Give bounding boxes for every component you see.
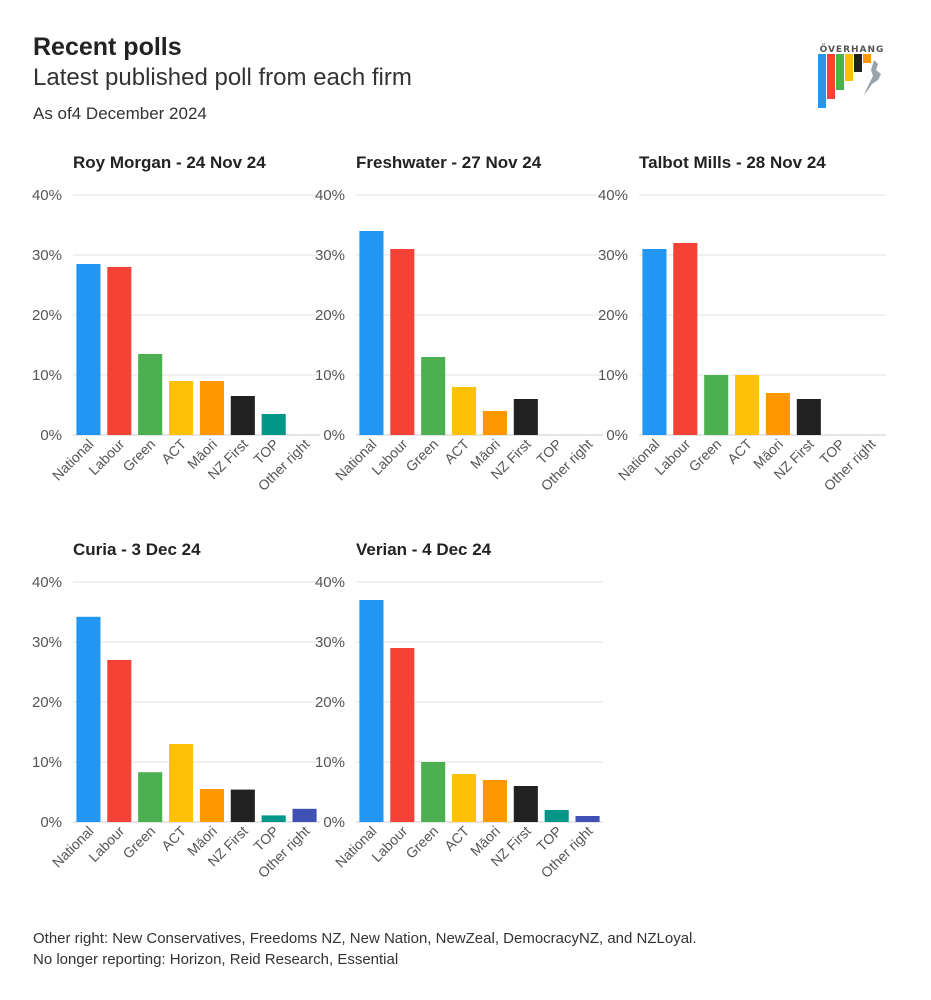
x-tick-label: Green: [685, 436, 724, 475]
bar-national: [359, 231, 384, 435]
chart-title: Freshwater - 27 Nov 24: [356, 153, 542, 172]
x-tick-label: Green: [119, 436, 158, 475]
bar-nz-first: [513, 399, 538, 435]
bar-nz-first: [796, 399, 821, 435]
chart-title: Talbot Mills - 28 Nov 24: [639, 153, 826, 172]
bar-nz-first: [230, 396, 255, 435]
page-title: Recent polls: [33, 33, 182, 61]
y-tick-label: 0%: [40, 427, 62, 444]
y-tick-label: 30%: [315, 247, 345, 264]
bar-green: [138, 772, 163, 822]
chart-title: Curia - 3 Dec 24: [73, 540, 201, 559]
bar-nz-first: [230, 789, 255, 822]
bar-m-ori: [199, 789, 224, 822]
y-tick-label: 30%: [32, 247, 62, 264]
x-tick-label: Green: [402, 823, 441, 862]
y-tick-label: 30%: [32, 634, 62, 651]
bar-top: [261, 414, 286, 435]
footer-notes: Other right: New Conservatives, Freedoms…: [33, 928, 697, 970]
bar-green: [704, 375, 729, 435]
x-tick-label: Labour: [85, 823, 127, 865]
y-tick-label: 0%: [323, 427, 345, 444]
as-of-date: As of4 December 2024: [33, 104, 207, 123]
chart-panel-curia: Curia - 3 Dec 24 0% 10% 20% 30% 40% National L…: [32, 540, 323, 910]
bar-labour: [673, 243, 698, 435]
bar-act: [735, 375, 760, 435]
bar-green: [421, 762, 446, 822]
y-tick-label: 10%: [315, 754, 345, 771]
bar-nz-first: [513, 786, 538, 822]
y-tick-label: 40%: [598, 187, 628, 204]
bar-other-right: [575, 816, 600, 822]
y-tick-label: 10%: [32, 754, 62, 771]
bar-m-ori: [765, 393, 790, 435]
x-tick-label: Green: [119, 823, 158, 862]
bar-act: [452, 387, 477, 435]
x-tick-label: Labour: [368, 436, 410, 478]
bar-act: [452, 774, 477, 822]
y-tick-label: 10%: [315, 367, 345, 384]
bar-m-ori: [482, 411, 507, 435]
y-tick-label: 0%: [606, 427, 628, 444]
page-subtitle: Latest published poll from each firm: [33, 64, 412, 91]
y-tick-label: 40%: [315, 187, 345, 204]
y-tick-label: 30%: [315, 634, 345, 651]
bar-labour: [107, 660, 132, 822]
bar-act: [169, 744, 194, 822]
footer-note-other-right: Other right: New Conservatives, Freedoms…: [33, 930, 697, 947]
bar-national: [76, 264, 101, 435]
bar-national: [359, 600, 384, 822]
overhang-logo-icon: ÖVERHANG: [818, 44, 885, 108]
y-tick-label: 10%: [32, 367, 62, 384]
chart-panel-verian: Verian - 4 Dec 24 0% 10% 20% 30% 40% National…: [315, 540, 606, 910]
bar-national: [76, 616, 101, 822]
y-tick-label: 40%: [32, 574, 62, 591]
y-tick-label: 0%: [323, 814, 345, 831]
chart-panel-talbot-mills: Talbot Mills - 28 Nov 24 0% 10% 20% 30% 40% N…: [598, 153, 889, 523]
y-tick-label: 20%: [598, 307, 628, 324]
bar-m-ori: [482, 780, 507, 822]
y-tick-label: 40%: [32, 187, 62, 204]
y-tick-label: 20%: [315, 307, 345, 324]
bar-m-ori: [199, 381, 224, 435]
bar-labour: [390, 648, 415, 822]
bar-green: [138, 354, 163, 435]
logo-text: ÖVERHANG: [820, 44, 885, 55]
chart-title: Roy Morgan - 24 Nov 24: [73, 153, 266, 172]
bar-labour: [390, 249, 415, 435]
bar-top: [544, 810, 569, 822]
x-tick-label: Green: [402, 436, 441, 475]
x-tick-label: Labour: [368, 823, 410, 865]
chart-panel-roy-morgan: Roy Morgan - 24 Nov 24 0% 10% 20% 30% 40% Nat…: [32, 153, 323, 523]
y-tick-label: 10%: [598, 367, 628, 384]
bar-green: [421, 357, 446, 435]
x-tick-label: Labour: [85, 436, 127, 478]
y-tick-label: 20%: [315, 694, 345, 711]
y-tick-label: 40%: [315, 574, 345, 591]
chart-title: Verian - 4 Dec 24: [356, 540, 492, 559]
y-tick-label: 20%: [32, 694, 62, 711]
bar-labour: [107, 267, 132, 435]
y-tick-label: 0%: [40, 814, 62, 831]
bar-top: [261, 815, 286, 822]
bar-other-right: [292, 808, 317, 822]
bar-national: [642, 249, 667, 435]
y-tick-label: 30%: [598, 247, 628, 264]
bar-act: [169, 381, 194, 435]
y-tick-label: 20%: [32, 307, 62, 324]
footer-note-no-longer-reporting: No longer reporting: Horizon, Reid Resea…: [33, 951, 399, 968]
x-tick-label: Labour: [651, 436, 693, 478]
chart-panel-freshwater: Freshwater - 27 Nov 24 0% 10% 20% 30% 40% Nat…: [315, 153, 606, 523]
